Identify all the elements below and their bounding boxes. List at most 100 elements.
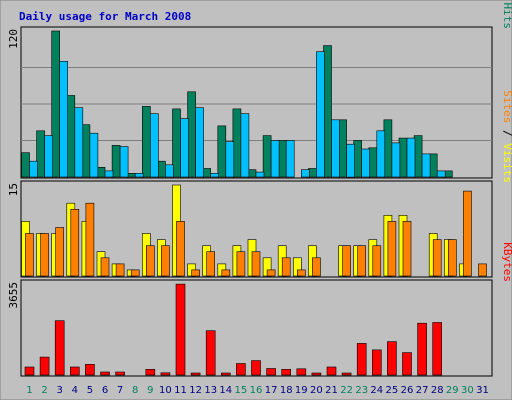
bar-hits-day-16 — [247, 169, 257, 178]
bar-kbytes-day-21 — [326, 366, 337, 376]
bar-sites-day-12 — [191, 269, 200, 277]
panel-1: 120 Pages / Files / Hits — [7, 0, 512, 179]
day-label-15: 15 — [235, 385, 248, 396]
bar-sites-day-26 — [402, 221, 412, 277]
bar-pages-day-21 — [331, 119, 340, 178]
legend-part: Hits — [501, 3, 512, 30]
panel-frame — [20, 279, 493, 377]
series-sites — [25, 190, 487, 277]
bar-pages-day-16 — [255, 171, 265, 178]
y-max-label: 120 — [7, 29, 20, 49]
bar-sites-day-18 — [281, 257, 291, 277]
bar-kbytes-day-19 — [296, 368, 307, 376]
bar-pages-day-19 — [300, 169, 310, 178]
bar-hits-day-21 — [323, 45, 332, 178]
bar-pages-day-13 — [210, 173, 219, 178]
bar-sites-day-5 — [85, 202, 95, 277]
bar-sites-day-10 — [161, 245, 170, 277]
day-label-1: 1 — [26, 385, 32, 396]
bar-kbytes-day-4 — [70, 366, 80, 376]
bar-pages-day-1 — [29, 160, 38, 178]
bar-kbytes-day-18 — [281, 368, 292, 376]
legend-part: / — [501, 0, 512, 3]
bar-hits-day-26 — [398, 137, 408, 178]
bar-sites-day-30 — [463, 190, 472, 277]
day-label-13: 13 — [204, 385, 217, 396]
day-label-16: 16 — [250, 385, 263, 396]
bar-kbytes-day-26 — [402, 352, 412, 376]
bar-kbytes-day-9 — [145, 368, 156, 376]
bar-hits-day-17 — [262, 135, 272, 178]
day-label-2: 2 — [41, 385, 47, 396]
day-label-18: 18 — [280, 385, 293, 396]
day-label-29: 29 — [446, 385, 459, 396]
day-label-27: 27 — [416, 385, 429, 396]
bar-sites-day-19 — [296, 269, 306, 277]
bar-sites-day-28 — [432, 239, 442, 277]
bar-pages-day-27 — [421, 153, 431, 178]
day-label-26: 26 — [401, 385, 414, 396]
panel-frame — [20, 26, 493, 179]
day-label-4: 4 — [72, 385, 78, 396]
legend-part: KBytes — [501, 242, 512, 282]
day-label-28: 28 — [431, 385, 444, 396]
day-label-17: 17 — [265, 385, 278, 396]
bar-sites-day-29 — [447, 239, 457, 277]
bar-sites-day-16 — [251, 251, 261, 277]
bar-pages-day-12 — [195, 107, 204, 178]
bar-pages-day-23 — [361, 148, 371, 178]
bar-sites-day-15 — [236, 251, 246, 277]
day-label-23: 23 — [355, 385, 368, 396]
bar-kbytes-day-27 — [417, 322, 427, 376]
bar-sites-day-14 — [221, 269, 231, 277]
bar-kbytes-day-17 — [266, 368, 276, 376]
bar-kbytes-day-25 — [387, 341, 397, 376]
bar-kbytes-day-13 — [205, 330, 216, 376]
day-label-30: 30 — [461, 385, 474, 396]
bar-pages-day-20 — [316, 51, 325, 178]
bar-pages-day-28 — [436, 170, 446, 178]
bar-sites-day-9 — [146, 245, 155, 277]
bar-hits-day-3 — [51, 30, 61, 178]
day-label-22: 22 — [340, 385, 353, 396]
bar-kbytes-day-11 — [175, 283, 186, 376]
bar-pages-day-11 — [180, 118, 189, 178]
bar-hits-day-11 — [172, 108, 181, 178]
bar-kbytes-day-20 — [311, 372, 322, 376]
bar-pages-day-22 — [346, 143, 355, 178]
bar-kbytes-day-16 — [251, 360, 261, 376]
day-label-8: 8 — [132, 385, 138, 396]
bar-hits-day-18 — [277, 140, 287, 178]
panel-2: 15 Sites / Visits — [7, 90, 512, 278]
legend-part: Sites — [501, 90, 512, 123]
bar-sites-day-17 — [266, 269, 276, 277]
bar-kbytes-day-14 — [221, 372, 231, 376]
bar-kbytes-day-23 — [356, 343, 367, 376]
bar-sites-day-3 — [55, 227, 65, 277]
bar-sites-day-6 — [100, 257, 110, 277]
bar-sites-day-23 — [357, 245, 367, 277]
panel-3: 3655 KBytes — [7, 242, 512, 377]
bar-pages-day-9 — [150, 113, 159, 178]
day-label-31: 31 — [476, 385, 489, 396]
day-label-21: 21 — [325, 385, 338, 396]
bar-pages-day-25 — [391, 142, 401, 178]
bar-pages-day-2 — [44, 135, 53, 178]
bar-hits-day-9 — [142, 106, 151, 178]
bar-hits-day-22 — [338, 119, 347, 178]
bar-pages-day-4 — [74, 107, 84, 178]
bar-hits-day-1 — [21, 152, 30, 178]
bar-sites-day-8 — [130, 269, 140, 277]
bar-pages-day-26 — [406, 137, 416, 178]
day-label-12: 12 — [189, 385, 202, 396]
series-pages — [29, 51, 446, 178]
day-label-19: 19 — [295, 385, 308, 396]
chart-title: Daily usage for March 2008 — [19, 10, 191, 23]
day-label-14: 14 — [219, 385, 232, 396]
bar-pages-day-14 — [225, 141, 235, 178]
legend-part: / — [501, 123, 512, 143]
bar-hits-day-27 — [413, 135, 423, 178]
day-label-5: 5 — [87, 385, 93, 396]
day-label-3: 3 — [57, 385, 63, 396]
